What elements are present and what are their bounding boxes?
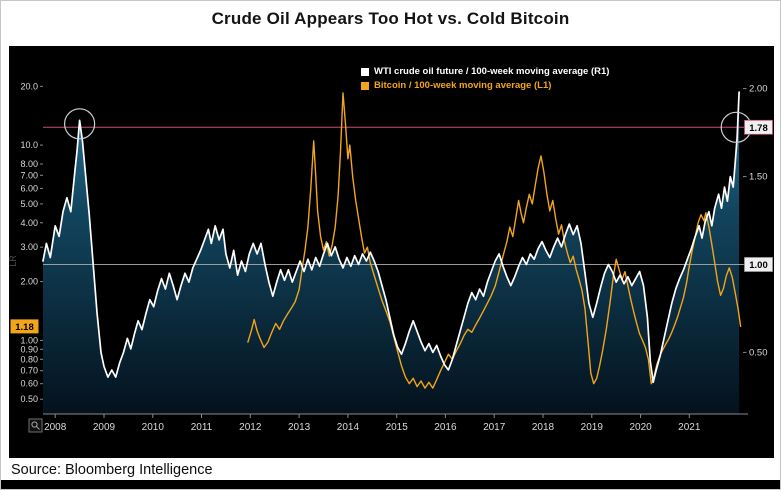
right-axis-badge-label: 1.78 bbox=[749, 123, 768, 134]
left-axis-tick-label: 10.0 bbox=[20, 140, 38, 150]
left-axis-tick-label: 4.00 bbox=[20, 218, 38, 228]
x-axis-label: 2014 bbox=[337, 422, 360, 433]
bottom-bar bbox=[1, 480, 780, 489]
zoom-tool-icon[interactable] bbox=[28, 418, 43, 433]
left-axis-tick-label: 0.60 bbox=[20, 379, 38, 389]
left-axis-tick-label: 3.00 bbox=[20, 242, 38, 252]
x-axis-label: 2013 bbox=[288, 422, 311, 433]
x-axis-label: 2017 bbox=[483, 422, 506, 433]
left-axis-tick-label: 0.70 bbox=[20, 366, 38, 376]
left-axis-tick-label: 6.00 bbox=[20, 183, 38, 193]
x-axis-label: 2018 bbox=[532, 422, 555, 433]
x-axis-label: 2010 bbox=[142, 422, 165, 433]
left-axis-tick-label: 7.00 bbox=[20, 170, 38, 180]
right-axis-tick-label: 0.50 bbox=[749, 347, 768, 358]
legend-label-bitcoin: Bitcoin / 100-week moving average (L1) bbox=[374, 80, 552, 91]
chart-panel: 2008 2009 2010 2011 2012 2013 2014 2015 2016 2017… bbox=[9, 46, 774, 458]
x-axis-label: 2020 bbox=[629, 422, 652, 433]
left-axis-tick-label: 20.0 bbox=[20, 81, 38, 91]
left-axis-tick-label: 0.80 bbox=[20, 354, 38, 364]
left-axis-badge-1-18 bbox=[10, 319, 39, 334]
legend: WTI crude oil future / 100-week moving a… bbox=[361, 66, 609, 91]
x-axis-label: 2016 bbox=[434, 422, 457, 433]
x-axis-label: 2011 bbox=[191, 422, 213, 433]
legend-label-wti: WTI crude oil future / 100-week moving a… bbox=[374, 66, 610, 77]
wti-line[interactable] bbox=[42, 91, 740, 384]
left-axis-tick-label: 0.50 bbox=[20, 394, 38, 404]
left-axis-tick-label: 2.00 bbox=[20, 277, 38, 287]
x-axis-label: 2008 bbox=[44, 422, 67, 433]
x-axis-label: 2012 bbox=[239, 422, 262, 433]
wti-area-fill bbox=[43, 92, 740, 414]
corner-tag: LR bbox=[9, 255, 18, 267]
legend-item-wti[interactable]: WTI crude oil future / 100-week moving a… bbox=[361, 66, 609, 77]
left-axis-tick-label: 8.00 bbox=[20, 159, 38, 169]
left-axis-tick-label: 5.00 bbox=[20, 199, 38, 209]
x-axis-label: 2019 bbox=[581, 422, 604, 433]
x-axis-label: 2009 bbox=[93, 422, 116, 433]
right-axis-badge-1-00 bbox=[744, 257, 773, 272]
bitcoin-line[interactable] bbox=[247, 92, 742, 389]
right-axis-badge-label: 1.00 bbox=[749, 260, 768, 271]
right-axis-tick-label: 1.50 bbox=[749, 172, 768, 183]
page-title: Crude Oil Appears Too Hot vs. Cold Bitco… bbox=[211, 9, 570, 28]
left-axis-tick-label: 0.90 bbox=[20, 344, 38, 354]
right-axis-tick-label: 2.00 bbox=[749, 84, 768, 95]
right-axis-badge-1-78 bbox=[744, 119, 773, 135]
bitcoin-swatch-icon bbox=[361, 81, 369, 90]
chart-canvas: 2008 2009 2010 2011 2012 2013 2014 2015 2016 2017… bbox=[9, 81, 773, 433]
source-caption: Source: Bloomberg Intelligence bbox=[11, 462, 213, 478]
x-axis-label: 2015 bbox=[386, 422, 409, 433]
left-axis-tick-label: 1.00 bbox=[20, 335, 38, 345]
annotation-circle-1 bbox=[63, 108, 96, 140]
x-axis-label: 2021 bbox=[678, 422, 701, 433]
legend-item-bitcoin[interactable]: Bitcoin / 100-week moving average (L1) bbox=[361, 80, 609, 91]
left-axis-badge-label: 1.18 bbox=[15, 322, 34, 333]
wti-swatch-icon bbox=[361, 67, 369, 76]
